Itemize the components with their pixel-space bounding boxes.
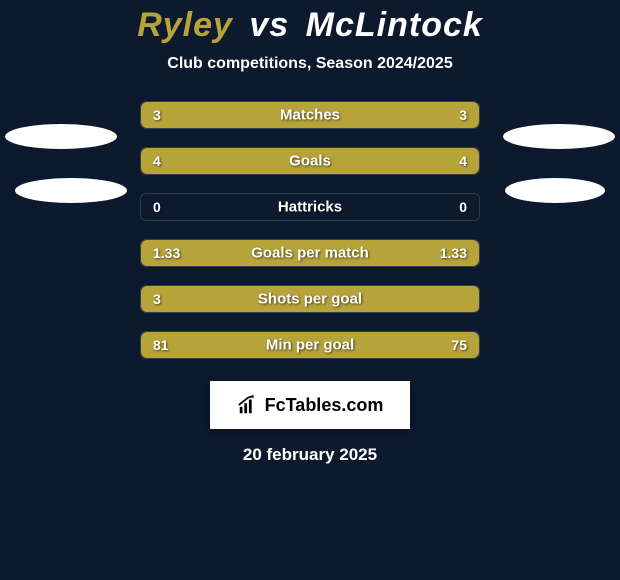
stat-label: Hattricks [278,199,342,216]
stats-panel: 3 3 Matches 4 4 Goals 0 0 Hattricks 1.33 1.33 Goals… [140,101,480,359]
player2-name: McLintock [306,6,483,44]
stat-row: 4 4 Goals [140,147,480,175]
stat-row: 3 Shots per goal [140,285,480,313]
player2-shadow-ellipse-2 [505,178,605,203]
stat-label: Min per goal [266,337,354,354]
comparison-title: Ryley vs McLintock [137,6,483,45]
stat-value-left: 3 [153,291,161,307]
brand-text: FcTables.com [265,395,384,416]
brand-badge: FcTables.com [210,381,410,429]
stat-value-right: 3 [459,107,467,123]
stat-value-left: 81 [153,337,169,353]
stat-value-right: 4 [459,153,467,169]
player2-shadow-ellipse [503,124,615,149]
player1-shadow-ellipse-2 [15,178,127,203]
stat-row: 81 75 Min per goal [140,331,480,359]
stat-row: 3 3 Matches [140,101,480,129]
vs-separator: vs [249,6,289,44]
date-label: 20 february 2025 [243,445,377,465]
player1-name: Ryley [137,6,233,44]
stat-value-right: 75 [451,337,467,353]
stat-row: 0 0 Hattricks [140,193,480,221]
stat-value-left: 4 [153,153,161,169]
stat-label: Goals [289,153,331,170]
stat-bar-left [141,148,310,174]
stat-row: 1.33 1.33 Goals per match [140,239,480,267]
stat-label: Goals per match [251,245,369,262]
stat-value-left: 1.33 [153,245,180,261]
stat-label: Matches [280,107,340,124]
stat-value-right: 0 [459,199,467,215]
stat-value-left: 3 [153,107,161,123]
stat-value-right: 1.33 [440,245,467,261]
stat-value-left: 0 [153,199,161,215]
stat-bar-right [310,148,479,174]
stat-label: Shots per goal [258,291,362,308]
chart-icon [237,394,259,416]
subtitle: Club competitions, Season 2024/2025 [167,55,452,73]
player1-shadow-ellipse [5,124,117,149]
